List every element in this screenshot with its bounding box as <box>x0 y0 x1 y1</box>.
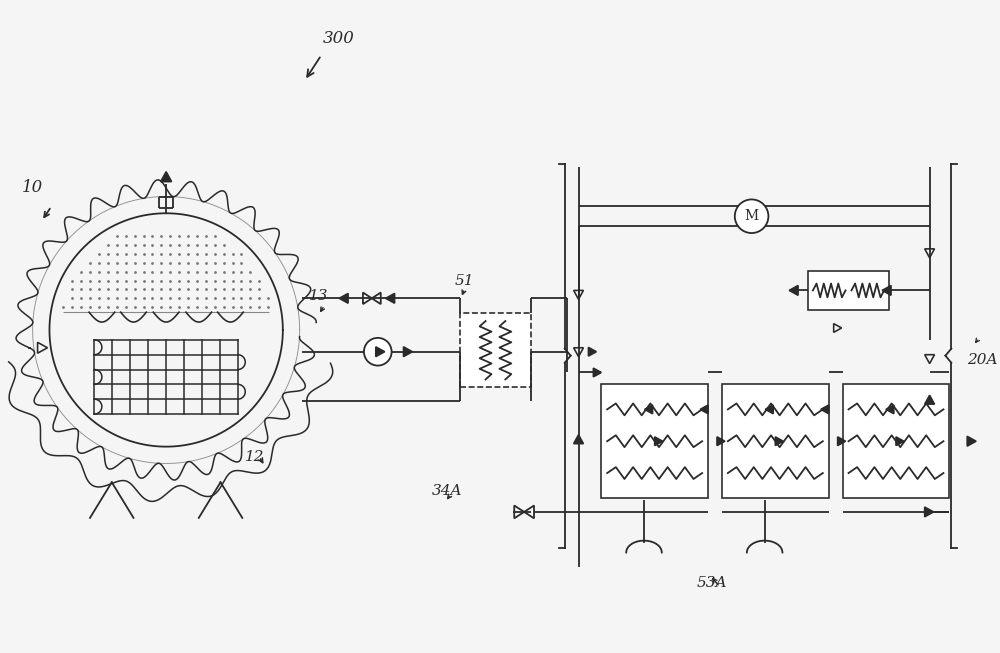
Polygon shape <box>700 405 708 414</box>
Text: 10: 10 <box>22 178 43 195</box>
Polygon shape <box>925 507 934 517</box>
Polygon shape <box>161 172 172 182</box>
Bar <box>808 270 889 310</box>
Polygon shape <box>896 437 904 445</box>
Bar <box>843 385 949 498</box>
Circle shape <box>735 199 768 233</box>
Polygon shape <box>588 347 596 356</box>
Text: 12: 12 <box>245 449 265 464</box>
Polygon shape <box>717 437 725 445</box>
Polygon shape <box>925 395 934 404</box>
Bar <box>460 313 531 387</box>
Text: 53A: 53A <box>697 576 727 590</box>
Bar <box>601 385 708 498</box>
Text: 300: 300 <box>322 30 354 47</box>
Text: 51: 51 <box>455 274 474 289</box>
Text: 13: 13 <box>309 289 328 303</box>
Polygon shape <box>886 405 894 414</box>
Text: 20A: 20A <box>967 353 998 366</box>
Polygon shape <box>339 293 348 303</box>
Polygon shape <box>574 435 583 443</box>
Polygon shape <box>821 405 829 414</box>
Circle shape <box>364 338 392 366</box>
Text: 34A: 34A <box>432 484 463 498</box>
Polygon shape <box>386 293 395 303</box>
Polygon shape <box>655 437 663 445</box>
Polygon shape <box>882 285 891 295</box>
Polygon shape <box>645 405 653 414</box>
Bar <box>722 385 829 498</box>
Polygon shape <box>775 437 783 445</box>
Polygon shape <box>838 437 846 445</box>
Polygon shape <box>376 347 385 357</box>
Polygon shape <box>593 368 601 377</box>
Text: M: M <box>745 209 759 223</box>
Polygon shape <box>789 285 798 295</box>
Polygon shape <box>967 436 976 446</box>
Polygon shape <box>765 405 773 414</box>
Polygon shape <box>403 347 412 357</box>
